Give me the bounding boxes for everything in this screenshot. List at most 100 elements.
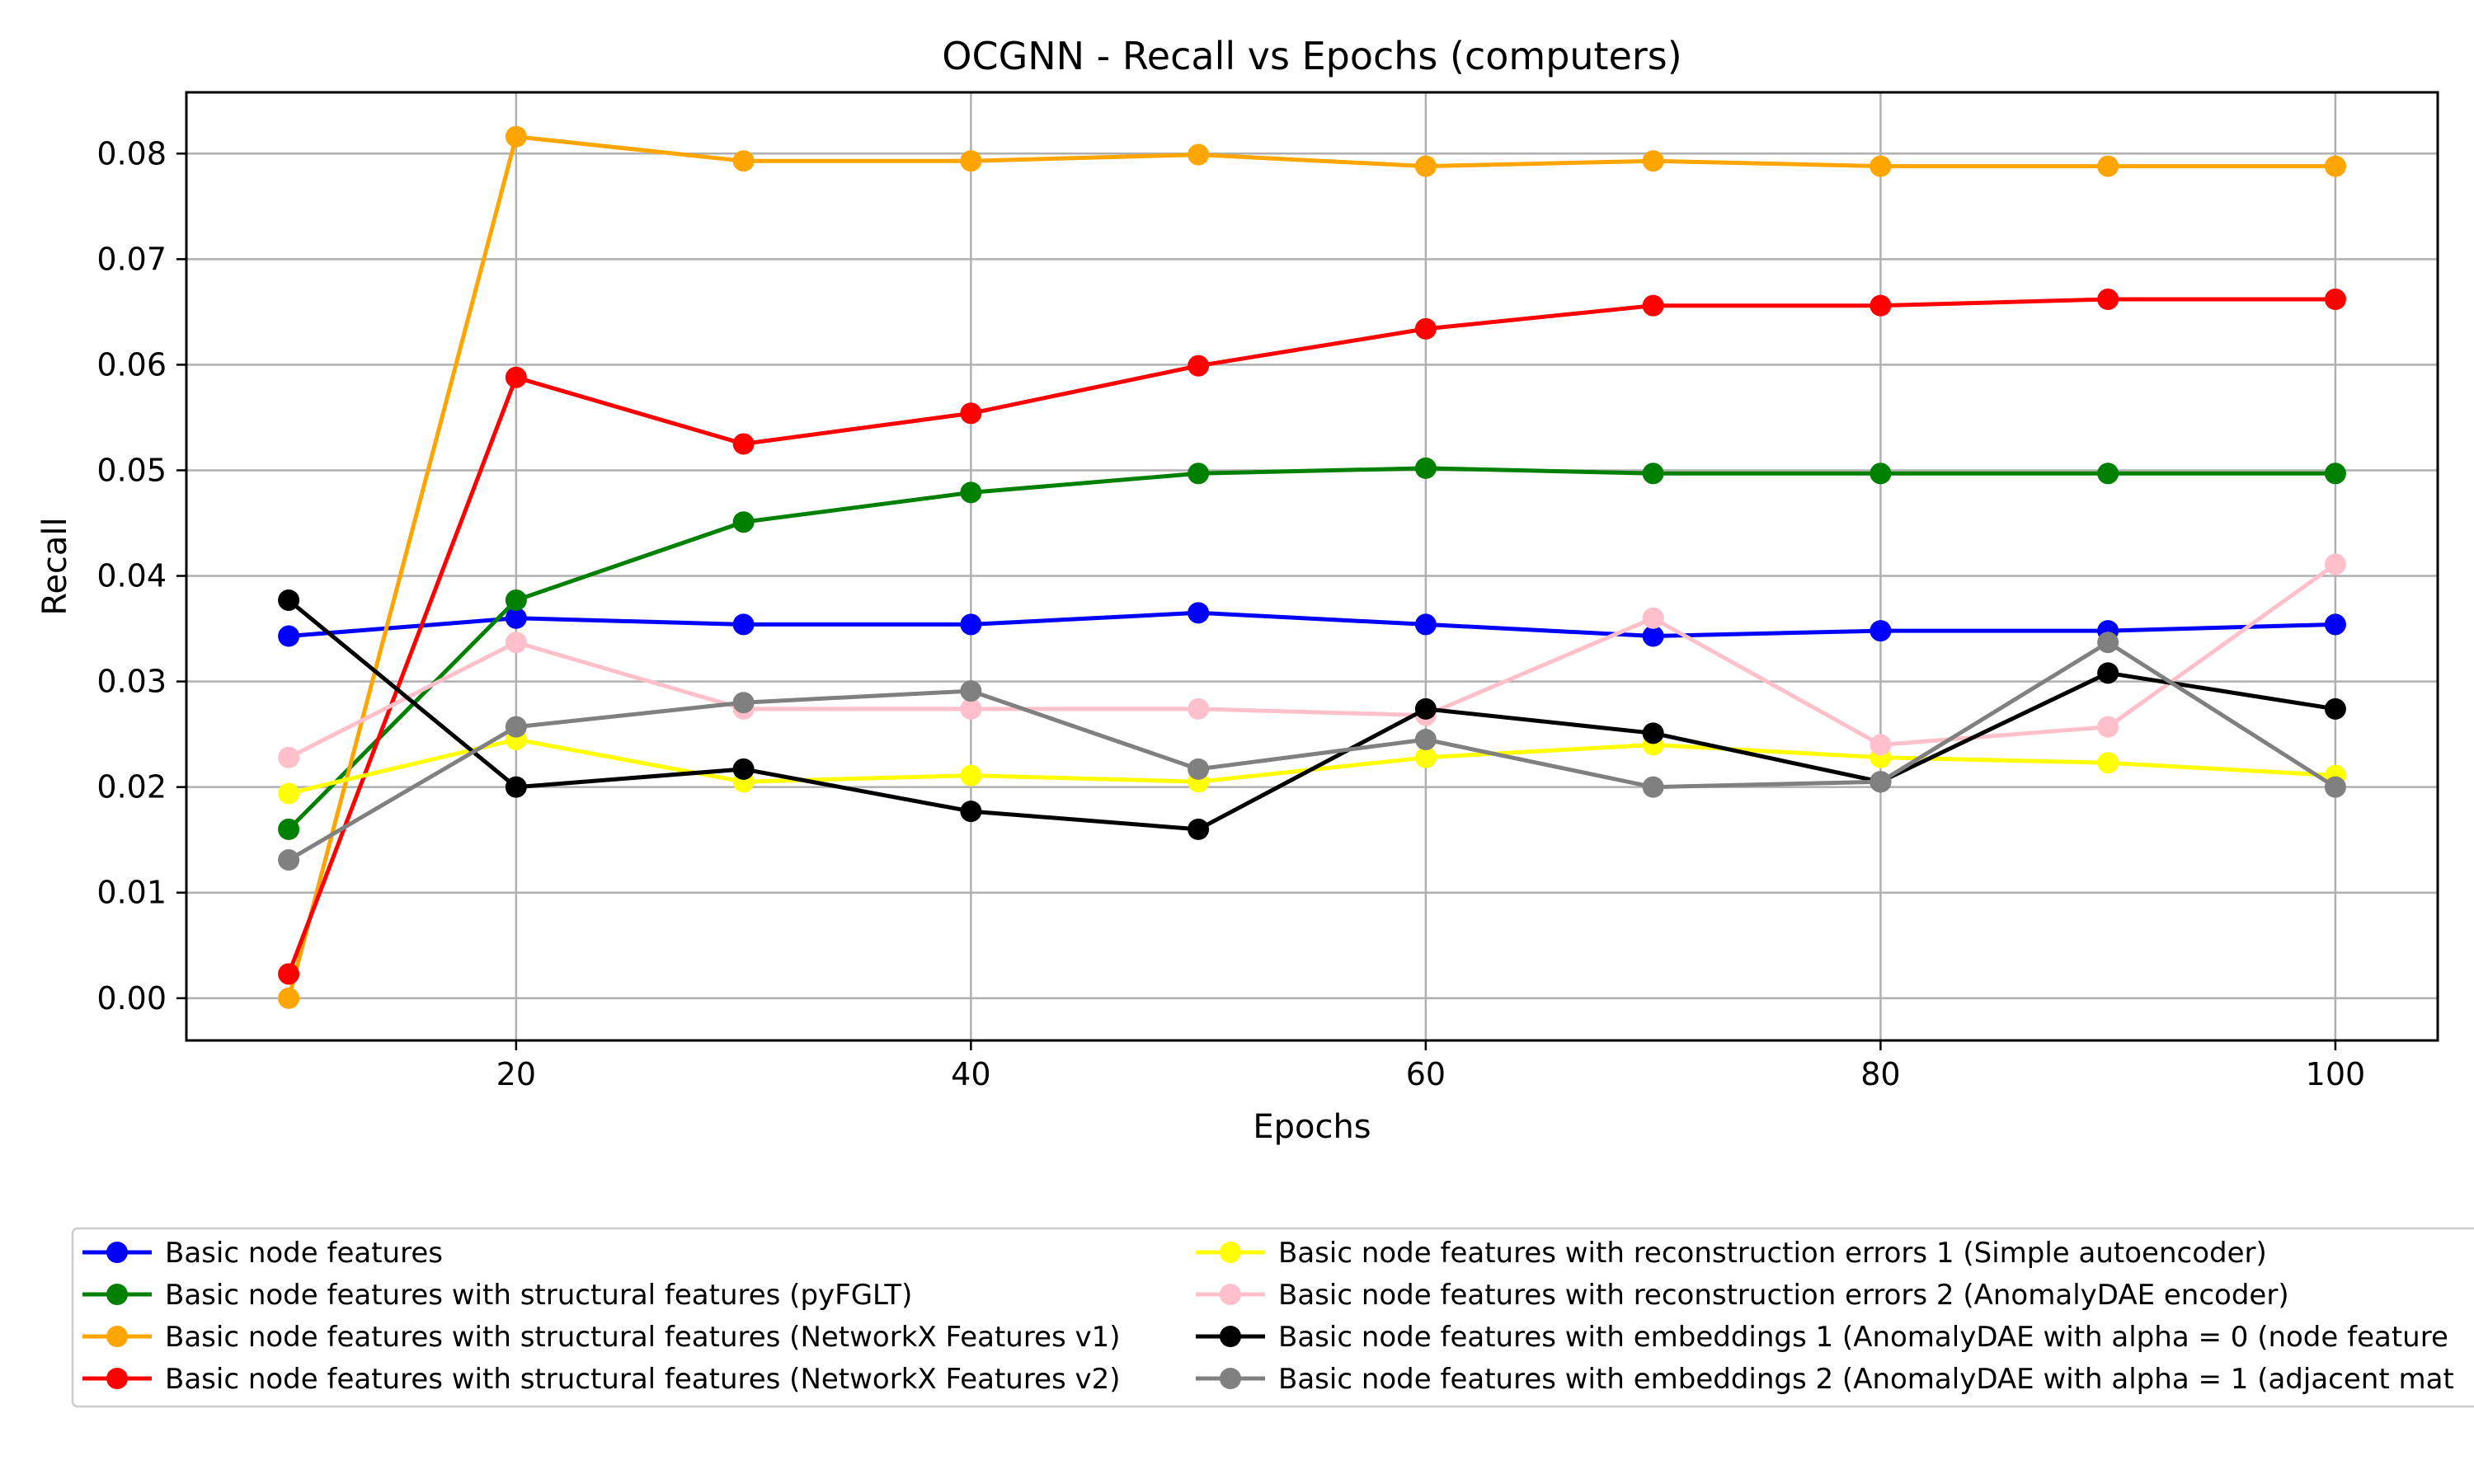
- data-point: [960, 150, 982, 172]
- grid-lines: [186, 92, 2438, 1040]
- legend-item: Basic node features with embeddings 2 (A…: [1196, 1363, 2454, 1396]
- y-tick-label: 0.03: [96, 664, 167, 700]
- data-point: [732, 758, 755, 780]
- series-layer: [278, 125, 2346, 1009]
- legend-label: Basic node features with structural feat…: [165, 1321, 1121, 1354]
- data-point: [2097, 716, 2119, 738]
- legend-item: Basic node features: [82, 1237, 443, 1270]
- data-point: [1188, 758, 1210, 780]
- data-point: [1414, 729, 1437, 751]
- data-point: [2324, 697, 2346, 720]
- legend-item: Basic node features with structural feat…: [82, 1279, 912, 1312]
- y-tick-label: 0.02: [96, 769, 167, 805]
- legend-swatch-marker: [1220, 1242, 1241, 1263]
- legend-item: Basic node features with reconstruction …: [1196, 1279, 2289, 1312]
- x-axis-label: Epochs: [1253, 1108, 1371, 1146]
- legend-swatch-marker: [106, 1242, 128, 1263]
- series-line: [286, 134, 2335, 999]
- legend-swatch-marker: [106, 1284, 128, 1305]
- legend-label: Basic node features with structural feat…: [165, 1279, 912, 1312]
- data-point: [1188, 355, 1210, 377]
- legend-label: Basic node features with embeddings 1 (A…: [1278, 1321, 2448, 1354]
- data-point: [505, 589, 527, 611]
- data-point: [1642, 463, 1664, 485]
- data-point: [1414, 317, 1437, 340]
- legend-swatch-marker: [1220, 1284, 1241, 1305]
- data-point: [505, 632, 527, 654]
- y-tick-label: 0.01: [96, 875, 167, 911]
- data-point: [2097, 289, 2119, 311]
- x-tick-label: 20: [496, 1056, 536, 1092]
- series-5: [278, 729, 2346, 805]
- data-point: [2097, 155, 2119, 177]
- data-point: [278, 818, 300, 840]
- legend-item: Basic node features with structural feat…: [82, 1363, 1121, 1396]
- data-point: [960, 613, 982, 636]
- data-point: [1642, 722, 1664, 744]
- data-point: [1870, 294, 1892, 317]
- data-point: [1414, 697, 1437, 720]
- data-point: [732, 692, 755, 714]
- data-point: [1414, 746, 1437, 768]
- data-point: [505, 716, 527, 738]
- data-point: [2097, 752, 2119, 774]
- data-point: [1870, 155, 1892, 177]
- plot-frame: [185, 91, 2439, 1042]
- series-3: [278, 125, 2346, 1009]
- y-tick-label: 0.07: [96, 241, 167, 277]
- legend-label: Basic node features with reconstruction …: [1278, 1237, 2267, 1270]
- x-axis-ticks: 20 40 60 80 100: [496, 1040, 2365, 1092]
- y-tick-label: 0.08: [96, 135, 167, 171]
- series-line: [288, 737, 2336, 796]
- data-point: [732, 433, 755, 455]
- series-1: [278, 602, 2346, 647]
- legend-swatch-marker: [106, 1326, 128, 1347]
- legend-label: Basic node features: [165, 1237, 443, 1270]
- data-point: [278, 849, 300, 871]
- data-point: [732, 150, 755, 172]
- data-point: [2097, 662, 2119, 684]
- legend-item: Basic node features with structural feat…: [82, 1321, 1121, 1354]
- data-point: [732, 511, 755, 533]
- data-point: [1642, 776, 1664, 798]
- data-point: [960, 402, 982, 425]
- data-point: [1188, 602, 1210, 624]
- data-point: [1188, 697, 1210, 720]
- data-point: [2324, 155, 2346, 177]
- data-point: [2324, 613, 2346, 636]
- y-tick-label: 0.04: [96, 558, 167, 594]
- data-point: [505, 607, 527, 629]
- y-tick-label: 0.05: [96, 452, 167, 488]
- data-point: [732, 613, 755, 636]
- data-point: [960, 680, 982, 702]
- legend-swatch-marker: [1220, 1326, 1241, 1347]
- x-tick-label: 60: [1406, 1056, 1446, 1092]
- chart-title: OCGNN - Recall vs Epochs (computers): [942, 34, 1681, 78]
- data-point: [2097, 632, 2119, 654]
- data-point: [2324, 776, 2346, 798]
- data-point: [1188, 463, 1210, 485]
- data-point: [278, 987, 300, 1009]
- data-point: [505, 776, 527, 798]
- y-tick-label: 0.06: [96, 346, 167, 383]
- data-point: [960, 801, 982, 823]
- series-line: [287, 562, 2337, 760]
- series-4: [278, 289, 2346, 985]
- data-point: [1414, 457, 1437, 479]
- data-point: [960, 697, 982, 720]
- data-point: [278, 589, 300, 611]
- data-point: [278, 782, 300, 805]
- data-point: [1414, 613, 1437, 636]
- data-point: [2097, 463, 2119, 485]
- data-point: [1188, 143, 1210, 166]
- legend-swatch-marker: [106, 1368, 128, 1389]
- legend-box: [71, 1227, 2474, 1408]
- data-point: [1642, 150, 1664, 172]
- series-line: [287, 640, 2337, 862]
- data-point: [1870, 620, 1892, 642]
- x-tick-label: 80: [1860, 1056, 1900, 1092]
- data-point: [278, 746, 300, 768]
- legend-label: Basic node features with embeddings 2 (A…: [1278, 1363, 2454, 1396]
- series-line: [286, 297, 2335, 975]
